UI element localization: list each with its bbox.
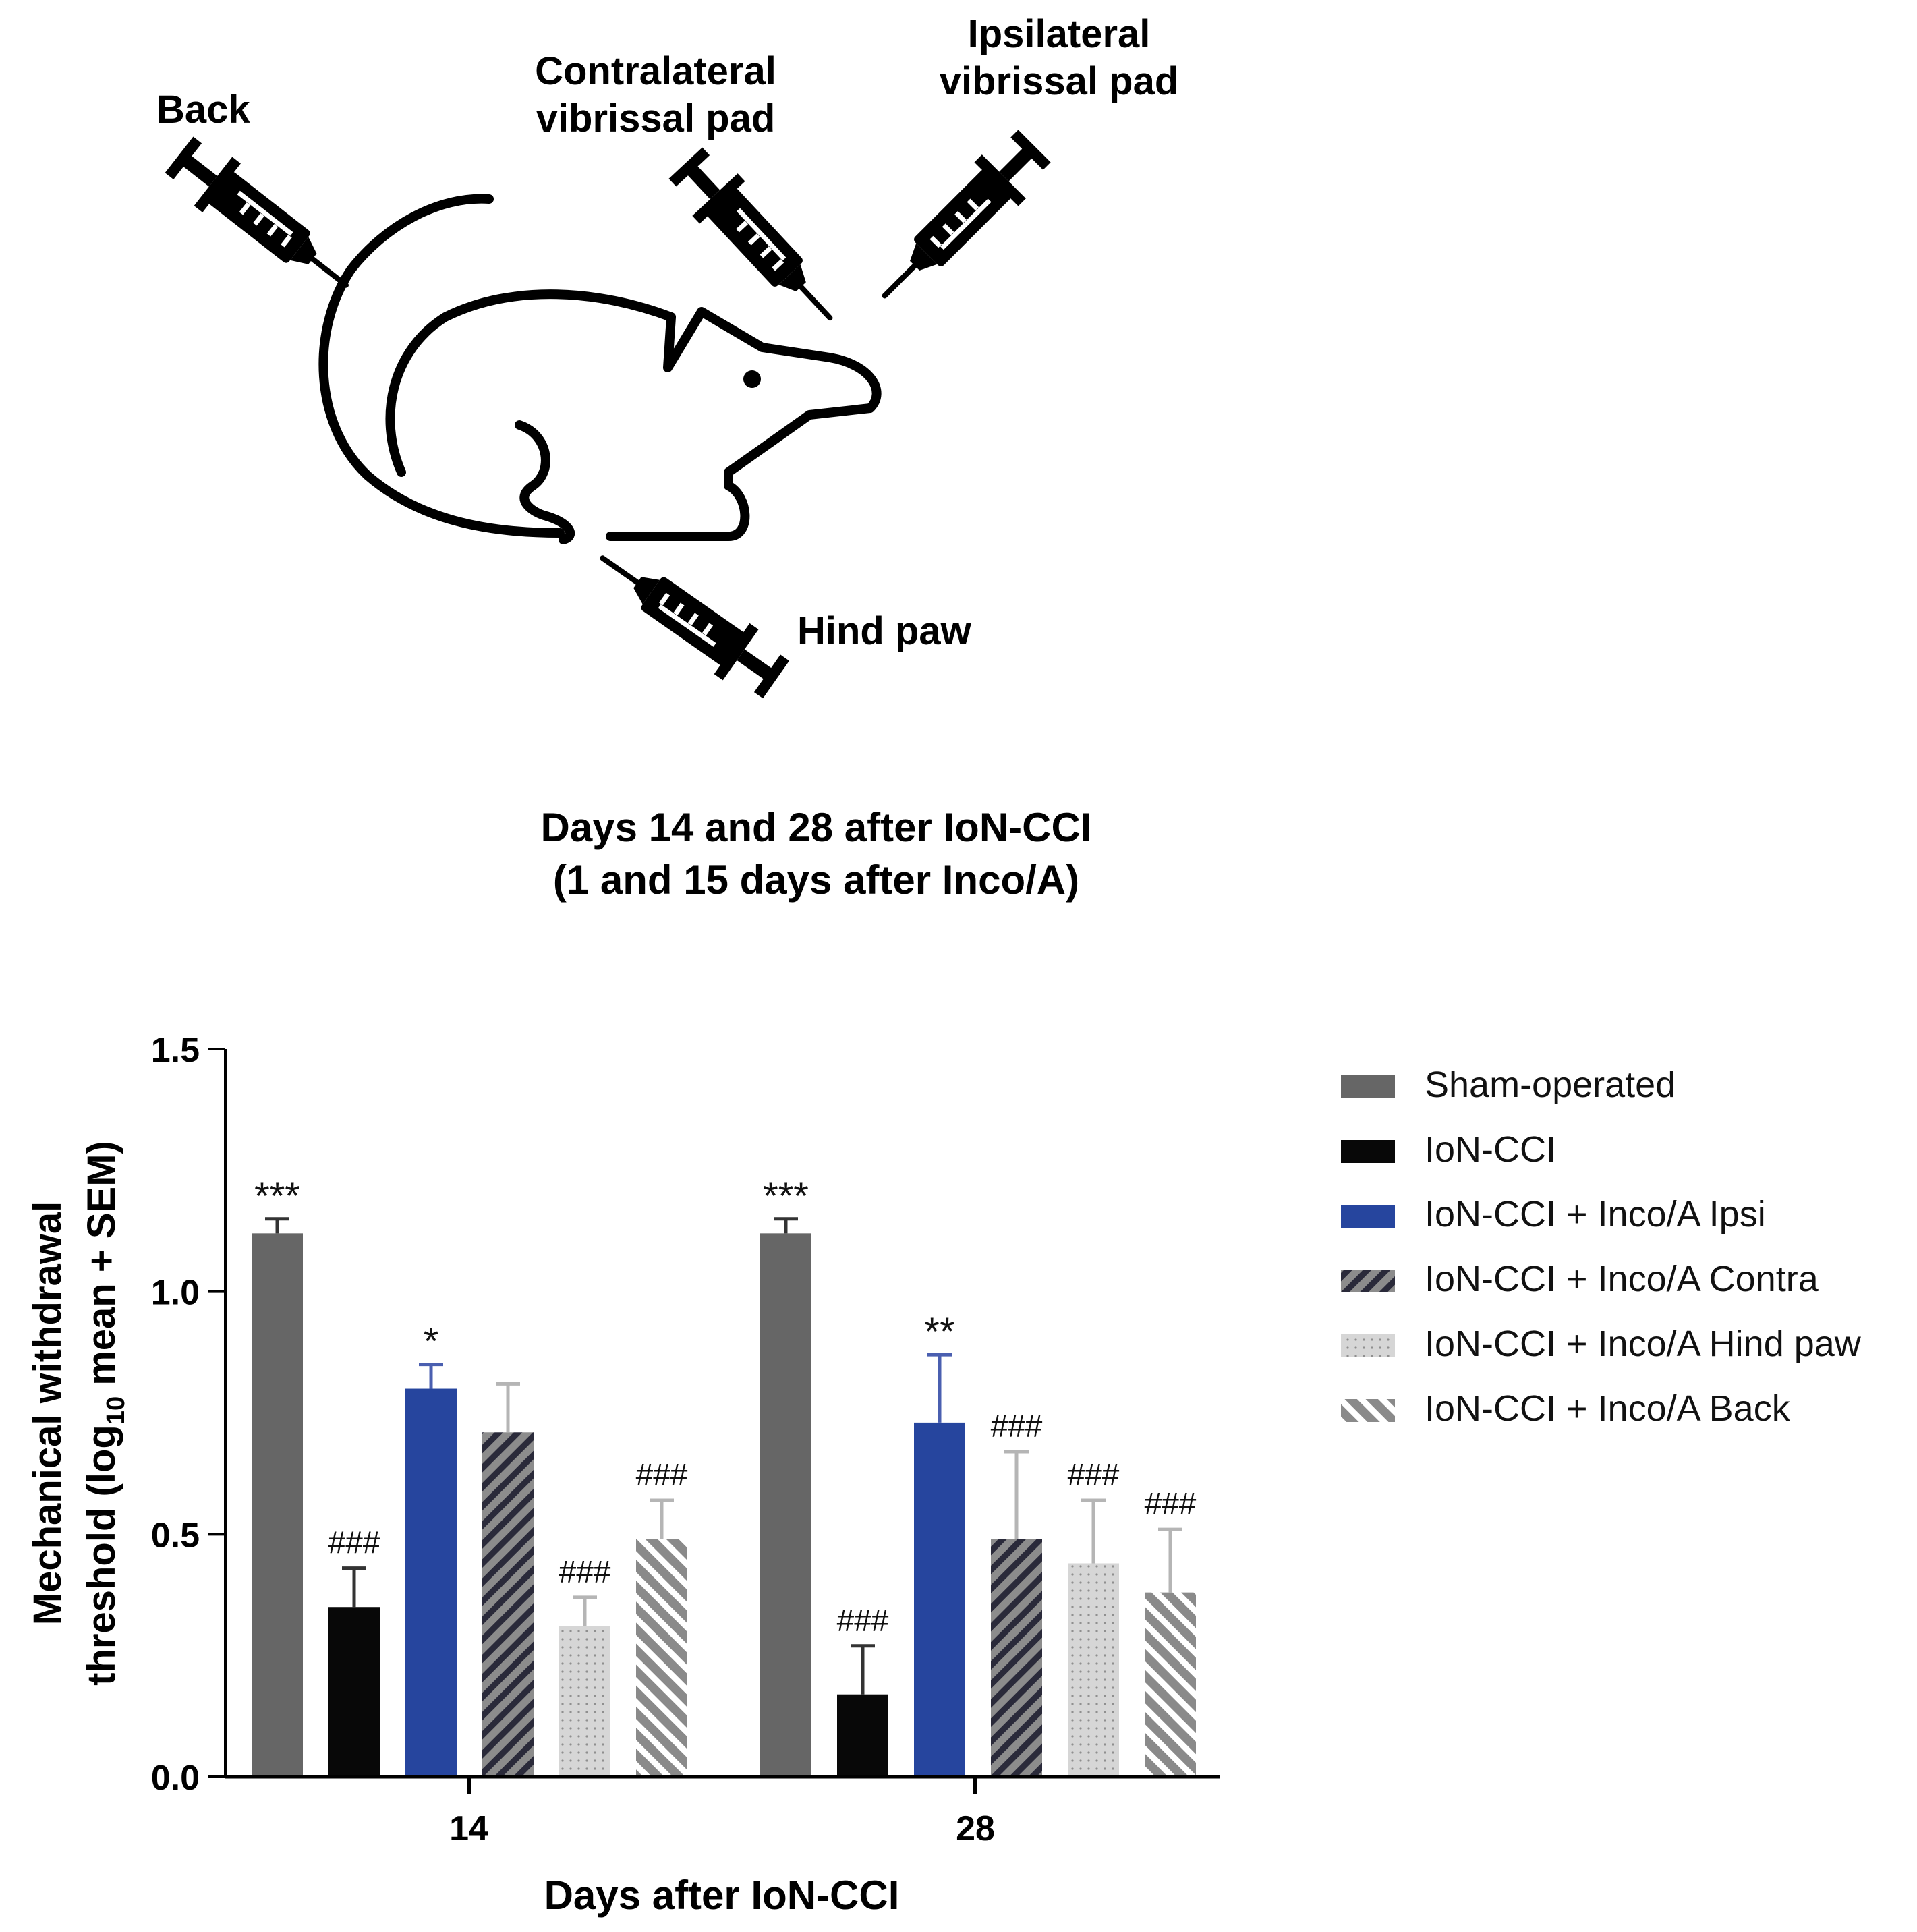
bar-chart: *** ***######* **############### 0.00.51.0… xyxy=(26,1031,1862,1918)
bar-14-series-4 xyxy=(559,1626,610,1777)
legend-label-4: IoN-CCI + Inco/A Hind paw xyxy=(1425,1324,1862,1364)
annotation-28-series-5: ### xyxy=(1145,1486,1197,1521)
y-tick-label-0.0: 0.0 xyxy=(151,1759,200,1798)
bars xyxy=(252,1233,1196,1777)
error-bars xyxy=(265,1217,1182,1695)
label-contralateral-line2: vibrissal pad xyxy=(536,96,776,140)
legend-label-1: IoN-CCI xyxy=(1425,1129,1556,1170)
label-ipsilateral-line1: Ipsilateral xyxy=(968,12,1151,56)
legend-swatch-1 xyxy=(1341,1140,1395,1163)
syringe-contralateral-icon xyxy=(663,142,853,339)
bar-28-series-3 xyxy=(991,1539,1042,1777)
annotation-14-series-4: ### xyxy=(559,1554,611,1589)
x-tick-label-28: 28 xyxy=(956,1809,995,1848)
y-axis-label-line2-post: mean + SEM) xyxy=(80,1141,123,1396)
label-contralateral-line1: Contralateral xyxy=(535,49,776,93)
annotation-28-series-1: ### xyxy=(837,1603,889,1638)
bar-14-series-3 xyxy=(482,1432,534,1777)
svg-text:threshold (log10 mean + SEM): threshold (log10 mean + SEM) xyxy=(80,1141,130,1686)
bar-28-series-2 xyxy=(914,1422,965,1777)
y-tick-label-1.0: 1.0 xyxy=(151,1274,200,1313)
bar-28-series-5 xyxy=(1145,1592,1196,1777)
bar-14-series-1 xyxy=(328,1607,380,1777)
syringe-ipsilateral-icon xyxy=(863,124,1056,318)
label-hind-paw: Hind paw xyxy=(797,609,972,653)
bar-14-series-0 xyxy=(252,1233,303,1777)
legend-swatch-2 xyxy=(1341,1205,1395,1228)
annotation-28-series-4: ### xyxy=(1068,1457,1120,1492)
rat-eye xyxy=(743,370,761,388)
y-axis-ticks: 0.0 0.5 1.0 1.5 xyxy=(151,1031,225,1798)
bar-28-series-0 xyxy=(760,1233,811,1777)
annotation-28-series-3: ### xyxy=(991,1409,1043,1444)
legend-label-0: Sham-operated xyxy=(1425,1064,1676,1105)
x-tick-label-14: 14 xyxy=(449,1809,488,1848)
legend-swatch-0 xyxy=(1341,1075,1395,1098)
bar-28-series-1 xyxy=(837,1694,888,1777)
caption-line2: (1 and 15 days after Inco/A) xyxy=(553,857,1079,903)
legend: Sham-operated IoN-CCI IoN-CCI + Inco/A Ips… xyxy=(1341,1064,1862,1429)
x-axis-label: Days after IoN-CCI xyxy=(544,1873,900,1918)
label-back: Back xyxy=(156,88,250,132)
legend-label-3: IoN-CCI + Inco/A Contra xyxy=(1425,1259,1819,1299)
annotation-28-series-2: ** xyxy=(924,1310,954,1354)
label-ipsilateral-line2: vibrissal pad xyxy=(940,59,1179,103)
rat-illustration xyxy=(318,194,882,544)
y-axis-label: Mechanical withdrawal threshold (log10 m… xyxy=(26,1141,130,1686)
y-axis-label-line1: Mechanical withdrawal xyxy=(26,1201,69,1626)
annotation-14-series-0: *** xyxy=(254,1174,300,1218)
legend-swatch-3 xyxy=(1341,1270,1395,1292)
y-axis-label-line2-pre: threshold (log xyxy=(80,1425,123,1686)
significance-annotations: *** ***######* **############### xyxy=(254,1174,1197,1638)
legend-label-5: IoN-CCI + Inco/A Back xyxy=(1425,1388,1791,1429)
y-axis-label-line2-sub: 10 xyxy=(102,1396,130,1425)
caption-line1: Days 14 and 28 after IoN-CCI xyxy=(541,805,1092,850)
y-tick-label-1.5: 1.5 xyxy=(151,1031,200,1070)
annotation-14-series-5: ### xyxy=(636,1457,688,1492)
legend-label-2: IoN-CCI + Inco/A Ipsi xyxy=(1425,1194,1766,1234)
syringe-back-icon xyxy=(160,130,365,310)
bar-14-series-2 xyxy=(405,1388,457,1777)
bar-28-series-4 xyxy=(1068,1563,1119,1777)
bar-14-series-5 xyxy=(636,1539,687,1777)
annotation-14-series-2: * xyxy=(424,1320,439,1364)
syringe-hind-paw-icon xyxy=(585,533,794,705)
annotation-14-series-1: ### xyxy=(328,1525,380,1560)
legend-swatch-5 xyxy=(1341,1399,1395,1422)
annotation-28-series-0: *** xyxy=(763,1174,809,1218)
x-axis-ticks: 14 28 xyxy=(449,1777,995,1848)
injection-diagram: Back Contralateral vibrissal pad Ipsilat… xyxy=(156,12,1178,903)
legend-swatch-4 xyxy=(1341,1334,1395,1357)
y-tick-label-0.5: 0.5 xyxy=(151,1516,200,1555)
